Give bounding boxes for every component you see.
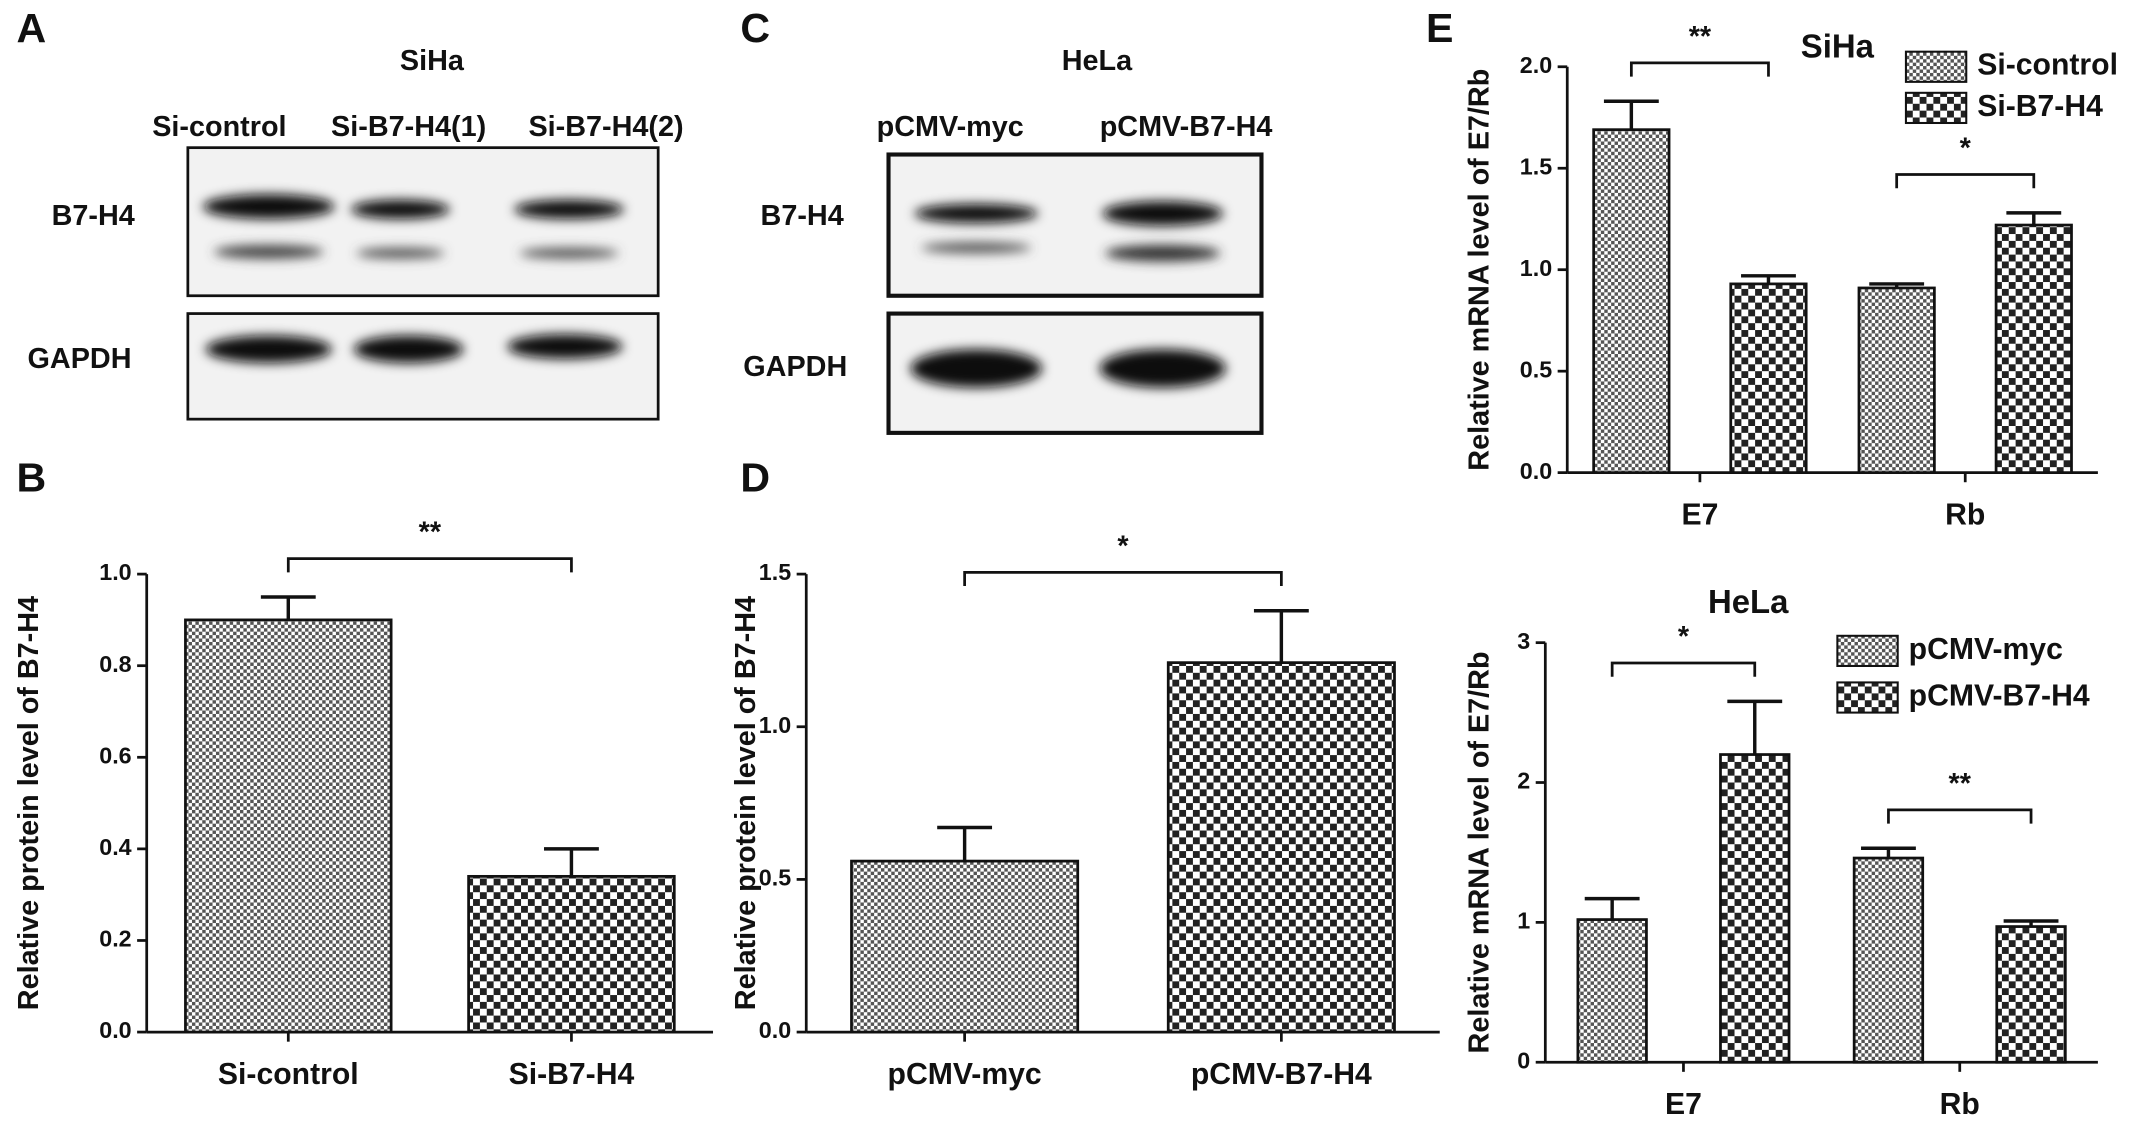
row-label: GAPDH bbox=[743, 351, 847, 383]
significance-bracket bbox=[963, 570, 1283, 587]
error-bar bbox=[1741, 274, 1796, 284]
x-tick-label: Si-control bbox=[218, 1058, 359, 1091]
bar bbox=[1729, 282, 1808, 475]
x-tick-label: Rb bbox=[1940, 1088, 1980, 1121]
y-tick-label: 0.2 bbox=[99, 926, 131, 952]
y-tick-label: 1.0 bbox=[1520, 255, 1552, 281]
bar bbox=[467, 874, 676, 1034]
row-label: GAPDH bbox=[28, 343, 132, 375]
legend-swatch bbox=[1836, 681, 1899, 714]
chart-title: HeLa bbox=[1708, 583, 1789, 620]
y-tick-label: 3 bbox=[1517, 628, 1530, 654]
panel-letter: B bbox=[16, 455, 46, 501]
lane-label: Si-control bbox=[152, 111, 286, 143]
y-tick-label: 1.5 bbox=[759, 559, 791, 585]
blot-image bbox=[886, 152, 1264, 435]
y-axis-label: Relative protein level of B7-H4 bbox=[730, 596, 762, 1010]
error-bar bbox=[1584, 896, 1640, 920]
x-tick-label: pCMV-myc bbox=[888, 1058, 1042, 1091]
y-tick-label: 2.0 bbox=[1520, 52, 1552, 78]
error-bar bbox=[1869, 282, 1925, 288]
y-tick-label: 0.0 bbox=[1520, 458, 1552, 484]
bar bbox=[1857, 286, 1936, 475]
error-bar bbox=[1727, 699, 1783, 755]
error-bar bbox=[1253, 609, 1309, 663]
blot-title: HeLa bbox=[1062, 45, 1133, 77]
y-tick-label: 2 bbox=[1517, 768, 1530, 794]
y-tick-label: 0.0 bbox=[99, 1017, 131, 1043]
panel-letter: C bbox=[740, 5, 770, 51]
bar bbox=[1994, 223, 2073, 475]
error-bar bbox=[544, 847, 599, 877]
significance-label: * bbox=[1678, 621, 1690, 653]
bar bbox=[1576, 918, 1648, 1064]
bar bbox=[850, 859, 1080, 1034]
y-tick-label: 1.0 bbox=[99, 559, 131, 585]
chart-title: SiHa bbox=[1801, 28, 1875, 65]
y-tick-label: 0 bbox=[1517, 1047, 1530, 1073]
lane-label: Si-B7-H4(1) bbox=[331, 111, 486, 143]
y-axis-label: Relative mRNA level of E7/Rb bbox=[1463, 69, 1495, 471]
panel-letter: D bbox=[740, 455, 770, 501]
bar bbox=[1166, 661, 1396, 1034]
significance-bracket bbox=[1610, 661, 1757, 677]
error-bar bbox=[937, 825, 993, 862]
y-tick-label: 1.0 bbox=[759, 712, 791, 738]
y-tick-label: 0.0 bbox=[759, 1017, 791, 1043]
legend-label: Si-B7-H4 bbox=[1977, 90, 2103, 123]
bar bbox=[1852, 856, 1925, 1064]
error-bar bbox=[2006, 211, 2062, 226]
x-tick-label: E7 bbox=[1681, 498, 1718, 531]
legend-swatch bbox=[1836, 634, 1899, 667]
y-tick-label: 0.5 bbox=[1520, 356, 1552, 382]
bar bbox=[184, 618, 393, 1034]
y-tick-label: 1.5 bbox=[1520, 153, 1552, 179]
y-tick-label: 0.6 bbox=[99, 742, 131, 768]
bar bbox=[1719, 753, 1791, 1064]
significance-label: ** bbox=[1689, 21, 1712, 53]
legend-label: Si-control bbox=[1977, 49, 2118, 82]
x-tick-label: Rb bbox=[1945, 498, 1985, 531]
panel-letter: E bbox=[1426, 5, 1453, 51]
row-label: B7-H4 bbox=[761, 200, 844, 232]
significance-bracket bbox=[1629, 61, 1770, 77]
panel-letter: A bbox=[16, 5, 46, 51]
bar bbox=[1592, 128, 1671, 475]
y-tick-label: 0.4 bbox=[99, 834, 131, 860]
y-tick-label: 1 bbox=[1517, 908, 1530, 934]
bar bbox=[1995, 925, 2067, 1064]
blot-image bbox=[186, 146, 660, 421]
lane-label: Si-B7-H4(2) bbox=[528, 111, 683, 143]
legend-swatch bbox=[1904, 91, 1968, 125]
x-tick-label: pCMV-B7-H4 bbox=[1191, 1058, 1372, 1091]
error-bar bbox=[260, 595, 316, 620]
significance-label: ** bbox=[1949, 768, 1972, 800]
x-tick-label: Si-B7-H4 bbox=[509, 1058, 635, 1091]
error-bar bbox=[1861, 846, 1916, 859]
lane-label: pCMV-B7-H4 bbox=[1100, 111, 1273, 143]
x-tick-label: E7 bbox=[1665, 1088, 1702, 1121]
y-axis-label: Relative protein level of B7-H4 bbox=[13, 596, 45, 1010]
lane-label: pCMV-myc bbox=[877, 111, 1024, 143]
blot-title: SiHa bbox=[400, 45, 465, 77]
legend-swatch bbox=[1904, 50, 1968, 83]
significance-label: ** bbox=[419, 517, 442, 549]
y-tick-label: 0.5 bbox=[759, 865, 791, 891]
significance-label: * bbox=[1117, 530, 1129, 562]
error-bar bbox=[1603, 99, 1659, 130]
y-axis-label: Relative mRNA level of E7/Rb bbox=[1463, 651, 1495, 1053]
significance-label: * bbox=[1960, 132, 1972, 164]
significance-bracket bbox=[1887, 808, 2033, 824]
significance-bracket bbox=[1895, 173, 2036, 189]
significance-bracket bbox=[286, 557, 573, 573]
legend-label: pCMV-B7-H4 bbox=[1909, 679, 2090, 712]
legend-label: pCMV-myc bbox=[1909, 633, 2063, 666]
error-bar bbox=[2003, 919, 2059, 927]
y-tick-label: 0.8 bbox=[99, 651, 131, 677]
row-label: B7-H4 bbox=[52, 200, 135, 232]
